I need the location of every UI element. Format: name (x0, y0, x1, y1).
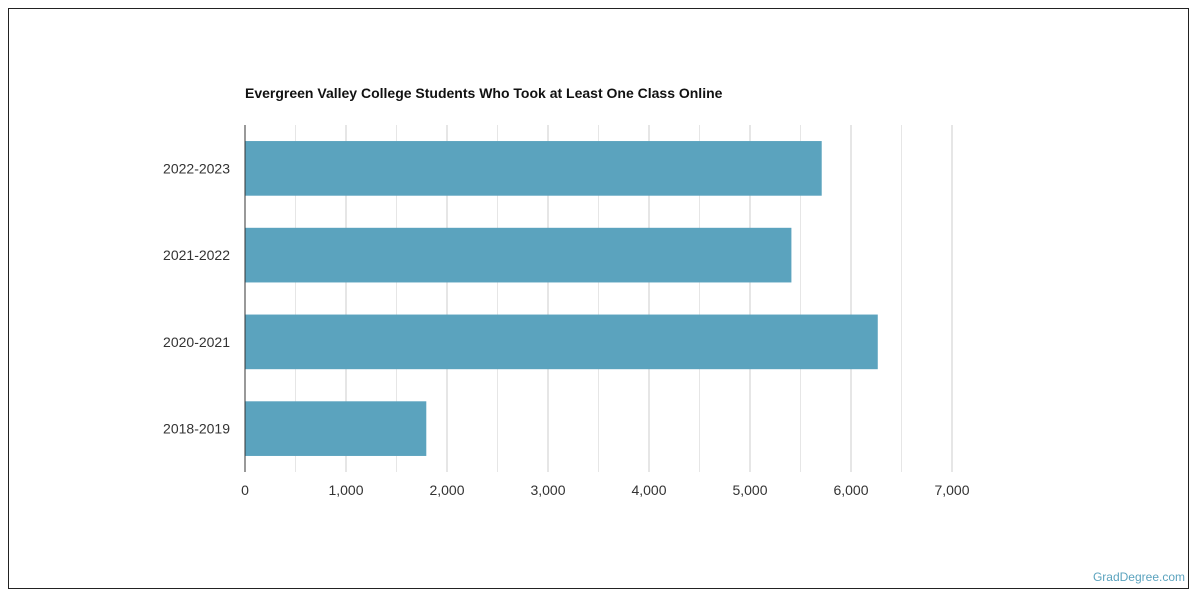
y-tick-label: 2022-2023 (163, 160, 230, 176)
chart-title: Evergreen Valley College Students Who To… (245, 85, 723, 101)
y-tick-label: 2018-2019 (163, 421, 230, 437)
bars (245, 141, 878, 456)
x-tick-label: 2,000 (429, 482, 464, 498)
watermark[interactable]: GradDegree.com (1092, 570, 1185, 584)
bar-2018-2019[interactable] (245, 401, 427, 456)
x-tick-label: 6,000 (833, 482, 868, 498)
x-tick-label: 0 (241, 482, 249, 498)
x-tick-label: 5,000 (732, 482, 767, 498)
x-tick-label: 4,000 (631, 482, 666, 498)
y-tick-label: 2020-2021 (163, 334, 230, 350)
bar-2020-2021[interactable] (245, 314, 878, 370)
x-tick-label: 1,000 (328, 482, 363, 498)
bar-2021-2022[interactable] (245, 227, 792, 283)
x-tick-label: 3,000 (530, 482, 565, 498)
axes: 2022-2023 2021-2022 2020-2021 2018-2019 0 1,0… (163, 125, 970, 498)
x-tick-label: 7,000 (934, 482, 969, 498)
bar-2022-2023[interactable] (245, 141, 822, 196)
y-tick-label: 2021-2022 (163, 247, 230, 263)
